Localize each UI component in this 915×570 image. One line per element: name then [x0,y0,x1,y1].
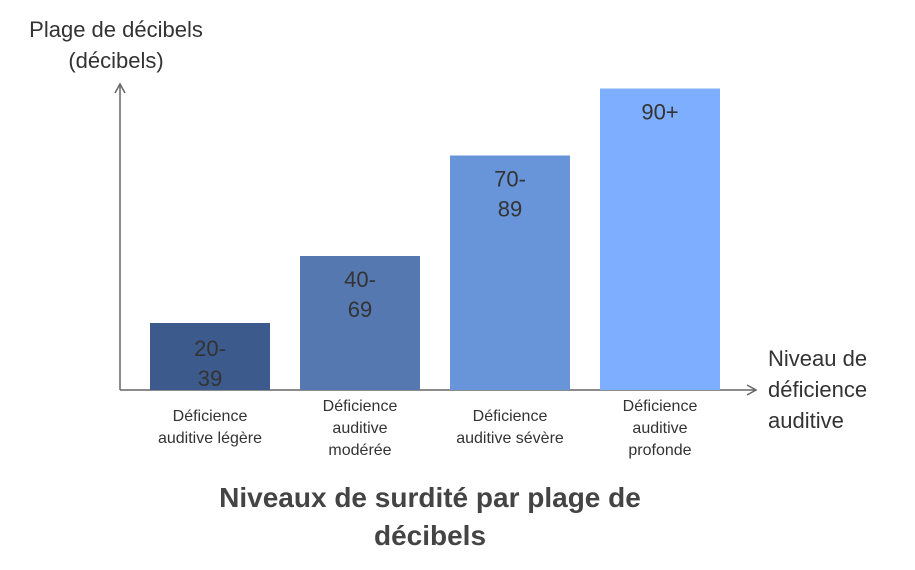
category-label-line: auditive légère [158,430,262,447]
category-label: Déficience auditive profonde [623,398,698,459]
category-label: Déficience auditive sévère [456,408,564,447]
category-label: Déficience auditive légère [158,408,262,447]
category-label-line: Déficience [623,398,698,415]
data-label-line: 39 [198,366,222,391]
data-label-line: 89 [498,197,522,222]
category-label-line: auditive sévère [456,430,564,447]
data-label: 70-89 [494,167,526,222]
data-label-line: 69 [348,297,372,322]
data-label-line: 40- [344,267,376,292]
category-label-line: auditive [632,420,687,437]
data-label: 20-39 [194,336,226,391]
chart-title: Niveaux de surdité par plage de décibels [219,482,641,551]
x-axis-title-line: Niveau de [768,346,867,371]
x-axis-title: Niveau de déficience auditive [768,346,867,433]
data-label-line: 90+ [641,100,678,125]
category-label-line: Déficience [323,398,398,415]
data-label-line: 20- [194,336,226,361]
category-label-line: profonde [628,442,691,459]
category-label-line: modérée [328,442,391,459]
bar [600,88,720,390]
chart-title-line: Niveaux de surdité par plage de [219,482,641,513]
category-label: Déficience auditive modérée [323,398,398,459]
x-axis-title-line: déficience [768,377,867,402]
x-axis-title-line: auditive [768,408,844,433]
data-label: 40-69 [344,267,376,322]
y-axis-title: Plage de décibels (décibels) [29,17,203,73]
data-label: 90+ [641,100,678,125]
y-axis-arrow-icon [114,82,126,94]
data-label-line: 70- [494,167,526,192]
x-axis-arrow-icon [746,384,758,396]
category-label-line: Déficience [173,408,248,425]
y-axis-title-line: Plage de décibels [29,17,203,42]
bar [150,323,270,390]
bar [450,155,570,390]
chart-title-line: décibels [374,520,486,551]
bar [300,256,420,390]
category-label-line: Déficience [473,408,548,425]
category-label-line: auditive [332,420,387,437]
y-axis-title-line: (décibels) [68,48,163,73]
